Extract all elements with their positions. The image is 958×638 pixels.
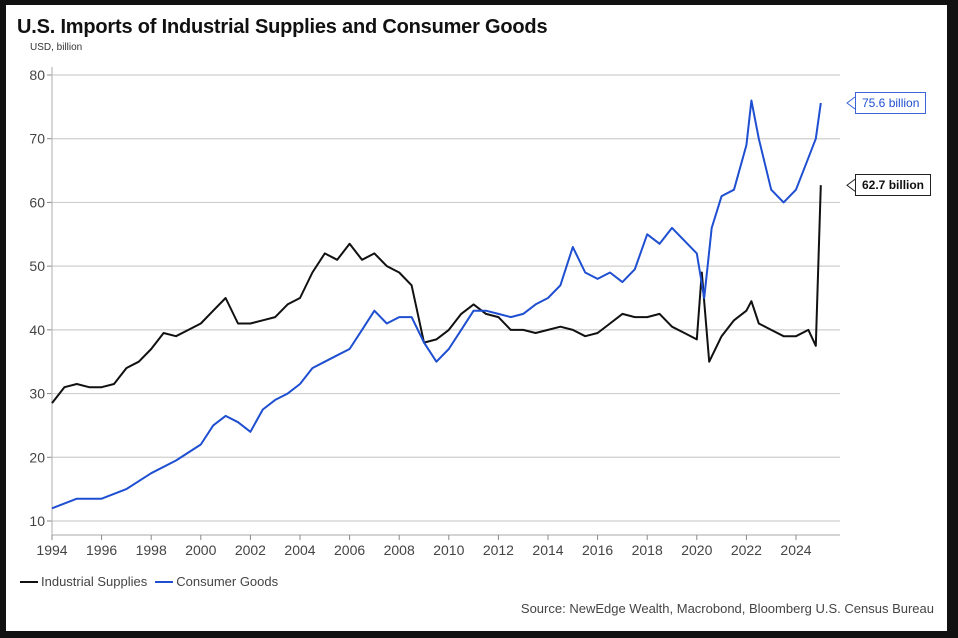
y-tick-labels: 10 20 30 40 50 60 70 80	[29, 67, 45, 529]
x-tick-label-2020: 2020	[681, 542, 712, 558]
y-axis-unit-label: USD, billion	[30, 42, 83, 53]
callout-pointer-0	[846, 96, 856, 110]
legend-label-industrial-supplies: Industrial Supplies	[41, 574, 148, 589]
gridlines	[52, 74, 840, 522]
x-tick-label-2006: 2006	[334, 542, 365, 558]
x-tick-label-2004: 2004	[284, 542, 315, 558]
x-tick-label-2014: 2014	[532, 542, 563, 558]
callout-industrial-supplies-text: 62.7 billion	[862, 178, 925, 193]
chart-panel	[6, 5, 947, 631]
legend-item-consumer-goods[interactable]: Consumer Goods	[155, 574, 278, 589]
series-line-consumer-goods	[51, 99, 822, 510]
x-tick-label-2018: 2018	[632, 542, 663, 558]
x-tick-label-2002: 2002	[235, 542, 266, 558]
y-tick-label-50: 50	[29, 258, 45, 274]
x-tick-labels: 1994 1996 1998 2000 2002 2004 2006 2008 2010 2012…	[36, 542, 811, 558]
y-tick-label-30: 30	[29, 386, 45, 402]
x-tick-label-1994: 1994	[36, 542, 67, 558]
y-tick-label-10: 10	[29, 513, 45, 529]
axes	[47, 67, 856, 540]
x-tick-label-1996: 1996	[86, 542, 117, 558]
callout-consumer-goods-text: 75.6 billion	[862, 96, 920, 111]
chart-title: U.S. Imports of Industrial Supplies and …	[17, 16, 548, 38]
y-tick-label-40: 40	[29, 322, 45, 338]
legend-swatch-industrial-supplies	[20, 580, 38, 583]
y-tick-label-60: 60	[29, 194, 45, 210]
x-tick-label-2008: 2008	[384, 542, 415, 558]
source-note: Source: NewEdge Wealth, Macrobond, Bloom…	[520, 601, 934, 616]
legend-swatch-consumer-goods	[155, 580, 174, 583]
legend-label-consumer-goods: Consumer Goods	[176, 574, 279, 589]
y-tick-label-80: 80	[29, 67, 45, 83]
y-tick-label-20: 20	[29, 449, 45, 465]
y-tick-label-70: 70	[29, 131, 45, 147]
x-tick-label-2024: 2024	[780, 542, 811, 558]
series-lines	[51, 99, 822, 510]
x-tick-label-2000: 2000	[185, 542, 216, 558]
x-tick-label-2016: 2016	[582, 542, 613, 558]
callout-pointer-1	[846, 178, 856, 192]
x-tick-label-2022: 2022	[731, 542, 762, 558]
callout-industrial-supplies: 62.7 billion	[855, 174, 932, 197]
series-line-industrial-supplies	[51, 185, 822, 404]
callout-consumer-goods: 75.6 billion	[855, 92, 927, 115]
x-tick-label-1998: 1998	[136, 542, 167, 558]
legend-item-industrial-supplies[interactable]: Industrial Supplies	[20, 574, 147, 589]
legend: Industrial Supplies Consumer Goods	[20, 574, 286, 589]
x-tick-label-2010: 2010	[433, 542, 464, 558]
x-tick-label-2012: 2012	[483, 542, 514, 558]
